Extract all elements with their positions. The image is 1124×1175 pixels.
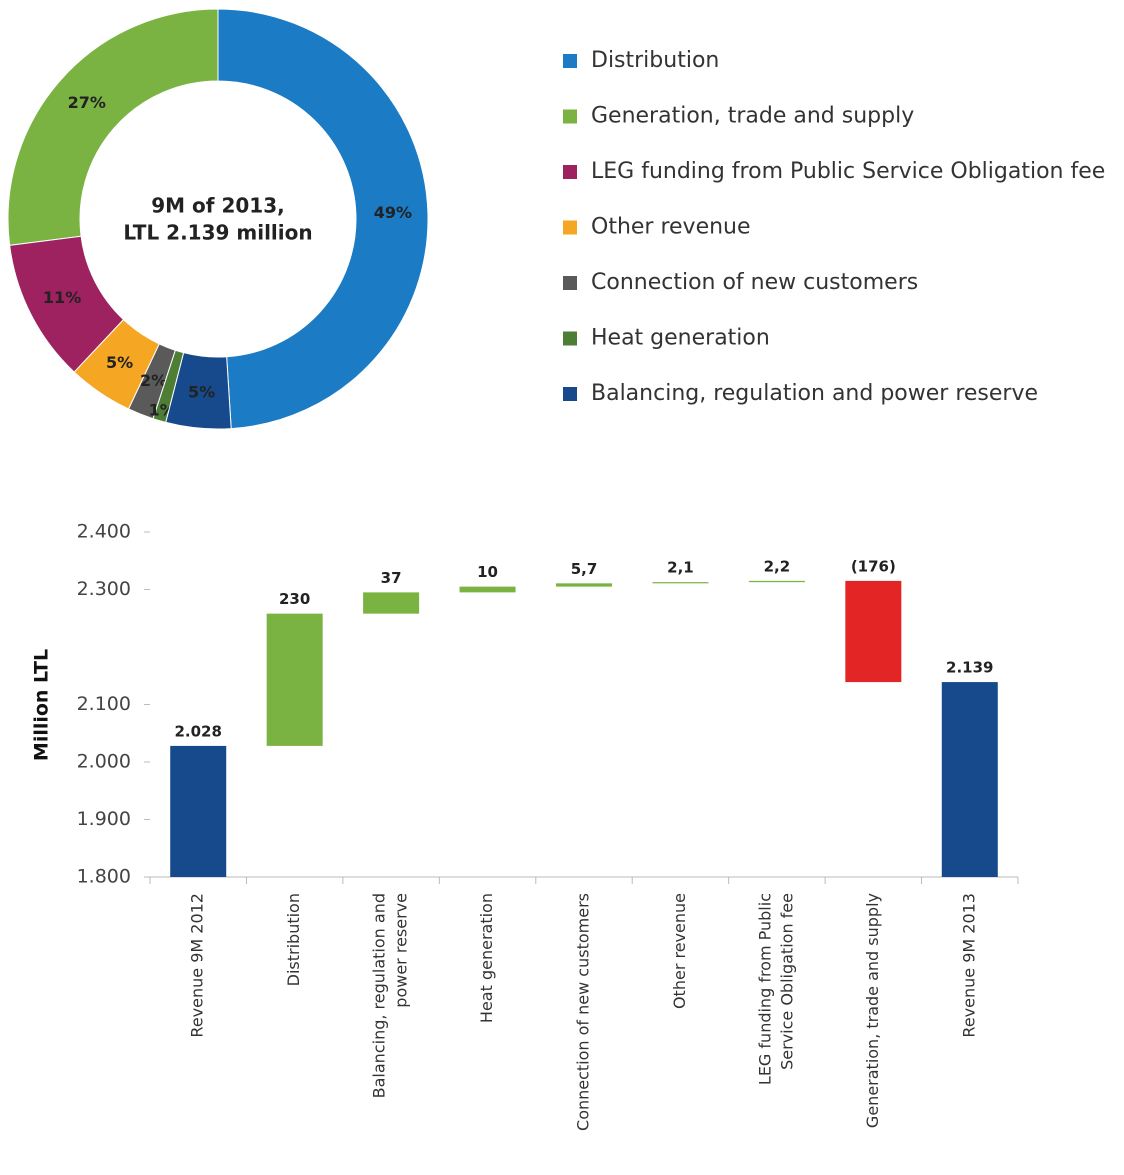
value-label: (176) (851, 557, 896, 575)
donut-slice (127, 343, 176, 420)
x-tick-label: Generation, trade and supply (863, 893, 882, 1128)
bar (556, 583, 612, 587)
center-text: 9M of 2013, (151, 194, 284, 218)
value-label: 2,2 (764, 557, 791, 575)
x-tick-label: Revenue 9M 2012 (188, 893, 207, 1038)
x-tick-label: Revenue 9M 2013 (959, 893, 978, 1038)
value-label: 230 (279, 590, 310, 608)
y-tick-label: 1.800 (77, 866, 131, 888)
bar (170, 745, 227, 877)
x-tick-label: Heat generation (477, 893, 496, 1023)
bar (652, 582, 709, 584)
legend-swatch (563, 220, 577, 235)
legend-label: Other revenue (591, 215, 751, 240)
y-axis-title: Million LTL (31, 649, 53, 761)
value-label: 37 (381, 569, 402, 587)
slice-label: 2% (140, 371, 167, 390)
y-tick-label: 1.900 (77, 808, 131, 830)
legend-label: Generation, trade and supply (591, 104, 914, 129)
x-tick-label: Balancing, regulation and (370, 893, 389, 1098)
bar (748, 580, 805, 583)
value-label: 2.139 (946, 659, 993, 677)
x-tick-label: LEG funding from Public (755, 893, 774, 1085)
legend-swatch (563, 109, 577, 124)
bar (266, 613, 323, 746)
slice-label: 11% (43, 288, 81, 307)
legend-label: LEG funding from Public Service Obligati… (591, 159, 1105, 184)
y-tick-label: 2.100 (77, 693, 131, 715)
slice-label: 27% (68, 93, 106, 112)
bar (363, 592, 420, 614)
legend-label: Distribution (591, 48, 719, 73)
x-tick-label: power reserve (392, 893, 411, 1008)
value-label: 5,7 (571, 560, 598, 578)
slice-label: 49% (374, 203, 412, 222)
bar (459, 586, 516, 593)
x-tick-label: Other revenue (670, 893, 689, 1009)
donut-slice (7, 8, 219, 246)
y-tick-label: 2.000 (77, 751, 131, 773)
donut-slice (73, 318, 160, 410)
legend-label: Connection of new customers (591, 270, 918, 295)
bar (845, 580, 902, 683)
legend-label: Heat generation (591, 326, 770, 351)
legend-swatch (563, 54, 577, 68)
slice-label: 5% (106, 353, 133, 372)
slice-label: 5% (188, 383, 215, 402)
legend-swatch (563, 276, 577, 290)
x-tick-label: Connection of new customers (574, 893, 593, 1131)
donut-slice (165, 352, 232, 430)
y-tick-label: 2.300 (77, 578, 131, 600)
donut-slice (9, 235, 125, 373)
legend-swatch (563, 387, 577, 401)
value-label: 2.028 (174, 722, 221, 740)
center-text: LTL 2.139 million (123, 221, 312, 245)
donut-slice (217, 8, 429, 430)
legend-label: Balancing, regulation and power reserve (591, 381, 1038, 406)
legend-swatch (563, 165, 577, 179)
legend-swatch (563, 331, 577, 346)
value-label: 2,1 (667, 559, 694, 577)
donut-slice (152, 349, 185, 424)
x-tick-label: Distribution (284, 893, 303, 986)
y-tick-label: 2.400 (77, 521, 131, 543)
bar (941, 682, 998, 877)
x-tick-label: Service Obligation fee (777, 893, 796, 1070)
value-label: 10 (477, 563, 498, 581)
